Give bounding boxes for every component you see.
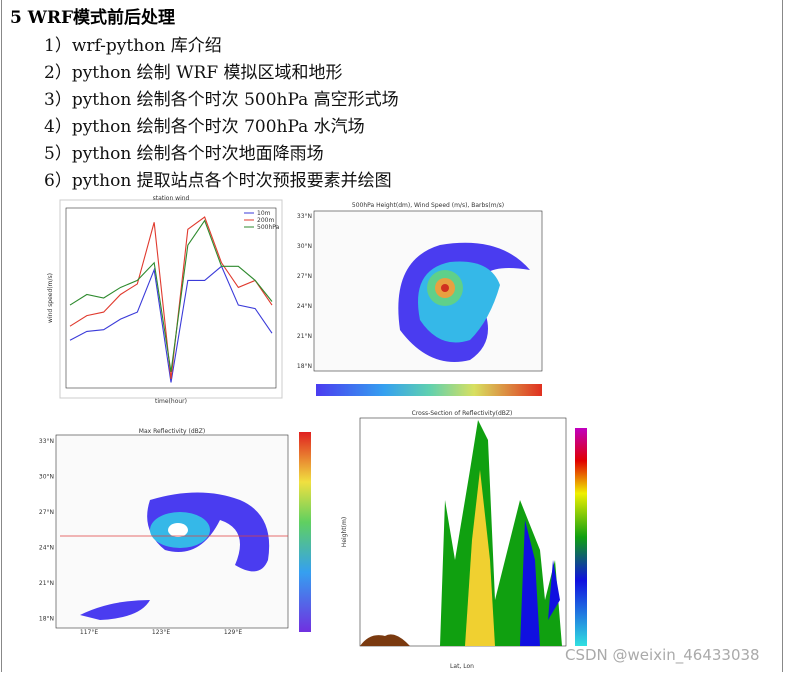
- shading: [168, 523, 188, 537]
- legend-label: 200m: [257, 217, 274, 224]
- figure-title: 500hPa Height(dm), Wind Speed (m/s), Bar…: [352, 202, 504, 209]
- line: [69, 216, 273, 380]
- list-item: 3）python 绘制各个时次 500hPa 高空形式场: [44, 90, 399, 110]
- list-item: 5）python 绘制各个时次地面降雨场: [44, 144, 324, 164]
- heading: 5 WRF模式前后处理: [10, 8, 176, 28]
- list-item: 6）python 提取站点各个时次预报要素并绘图: [44, 171, 392, 191]
- figure-title: Cross-Section of Reflectivity(dBZ): [412, 410, 513, 417]
- y-tick-label: 33°N: [39, 438, 54, 445]
- y-label: Height(m): [341, 517, 348, 547]
- x-label: time(hour): [155, 398, 187, 405]
- y-tick-label: 27°N: [297, 273, 312, 280]
- legend-label: 10m: [257, 210, 271, 217]
- y-tick-label: 21°N: [39, 580, 54, 587]
- y-tick-label: 30°N: [39, 474, 54, 481]
- y-tick-label: 18°N: [39, 616, 54, 623]
- legend-label: 500hPa: [257, 224, 280, 231]
- y-tick-label: 18°N: [297, 363, 312, 370]
- plot-area: [65, 207, 277, 389]
- x-label: Lat, Lon: [450, 663, 474, 670]
- y-tick-label: 33°N: [297, 213, 312, 220]
- colorbar: [316, 384, 542, 396]
- y-label: wind speed(m/s): [47, 273, 54, 323]
- y-tick-label: 21°N: [297, 333, 312, 340]
- list-item: 2）python 绘制 WRF 模拟区域和地形: [44, 63, 343, 83]
- figure-frame: [59, 199, 283, 399]
- x-tick-label: 117°E: [80, 629, 98, 636]
- x-tick-label: 129°E: [224, 629, 242, 636]
- shading: [441, 284, 449, 292]
- shading: [80, 600, 150, 620]
- colorbar: [575, 428, 587, 646]
- line: [69, 219, 273, 373]
- list-item: 4）python 绘制各个时次 700hPa 水汽场: [44, 117, 365, 137]
- shading: [520, 520, 560, 646]
- y-tick-label: 27°N: [39, 509, 54, 516]
- y-tick-label: 24°N: [39, 545, 54, 552]
- watermark: CSDN @weixin_46433038: [565, 646, 760, 664]
- figure-title: station wind: [153, 195, 190, 202]
- colorbar: [299, 432, 311, 632]
- y-tick-label: 24°N: [297, 303, 312, 310]
- x-tick-label: 123°E: [152, 629, 170, 636]
- terrain: [360, 634, 410, 646]
- list-item: 1）wrf-python 库介绍: [44, 36, 222, 56]
- y-tick-label: 30°N: [297, 243, 312, 250]
- figure-title: Max Reflectivity (dBZ): [139, 428, 205, 435]
- shading: [465, 470, 495, 646]
- line: [69, 265, 273, 383]
